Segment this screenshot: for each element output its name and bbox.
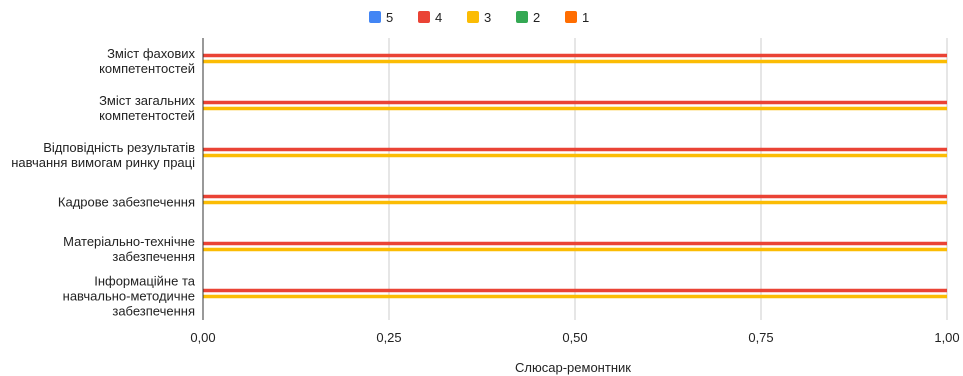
bar-4-2 xyxy=(203,147,947,152)
legend-label-2: 2 xyxy=(533,10,540,25)
bar-4-5 xyxy=(203,288,947,293)
x-axis-label: Слюсар-ремонтник xyxy=(515,360,631,375)
bar-4-1 xyxy=(203,100,947,105)
bar-3-2 xyxy=(203,153,947,158)
category-label: Матеріально-технічне забезпечення xyxy=(63,234,195,264)
category-label: Зміст загальних компетентостей xyxy=(99,93,195,123)
legend-swatch-1 xyxy=(565,11,577,23)
legend-swatch-4 xyxy=(418,11,430,23)
bar-4-3 xyxy=(203,194,947,199)
x-tick-labels: 0,00 0,25 0,50 0,75 1,00 xyxy=(190,330,959,345)
legend-label-4: 4 xyxy=(435,10,442,25)
x-tick-label: 0,75 xyxy=(748,330,773,345)
x-tick-label: 0,00 xyxy=(190,330,215,345)
bar-3-5 xyxy=(203,294,947,299)
bar-3-1 xyxy=(203,106,947,111)
legend-label-1: 1 xyxy=(582,10,589,25)
legend-label-5: 5 xyxy=(386,10,393,25)
bars xyxy=(203,53,947,299)
bar-4-0 xyxy=(203,53,947,58)
x-tick-label: 1,00 xyxy=(934,330,959,345)
x-tick-label: 0,25 xyxy=(376,330,401,345)
bar-3-4 xyxy=(203,247,947,252)
category-label: Інформаційне та навчально-методичне забезп… xyxy=(63,274,196,319)
legend-swatch-2 xyxy=(516,11,528,23)
legend-swatch-3 xyxy=(467,11,479,23)
category-label: Відповідність результатів навчання вимога… xyxy=(11,140,195,170)
x-tick-label: 0,50 xyxy=(562,330,587,345)
bar-4-4 xyxy=(203,241,947,246)
gridlines xyxy=(388,38,948,320)
legend-label-3: 3 xyxy=(484,10,491,25)
legend-swatch-5 xyxy=(369,11,381,23)
category-label: Зміст фахових компетентостей xyxy=(99,46,195,76)
bar-3-3 xyxy=(203,200,947,205)
bar-3-0 xyxy=(203,59,947,64)
category-label: Кадрове забезпечення xyxy=(58,195,195,210)
legend: 5 4 3 2 1 xyxy=(369,10,589,25)
category-labels: Зміст фахових компетентостей Зміст загальн… xyxy=(11,46,196,319)
